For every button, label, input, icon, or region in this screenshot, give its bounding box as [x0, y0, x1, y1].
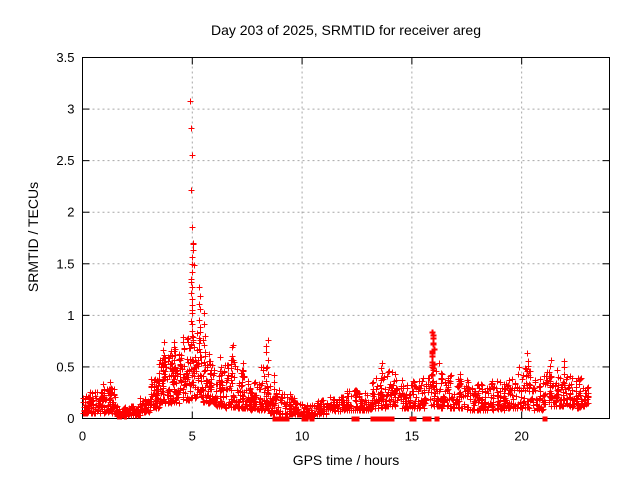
plot-border	[82, 57, 610, 419]
y-tick-label-3: 3	[67, 102, 74, 117]
y-tick-label-2: 2	[67, 205, 74, 220]
x-tick-label-10: 10	[295, 429, 309, 444]
y-tick-label-0: 0	[67, 411, 74, 426]
axis-ticks	[82, 57, 610, 419]
x-tick-label-20: 20	[514, 429, 528, 444]
chart-title: Day 203 of 2025, SRMTID for receiver are…	[210, 22, 481, 38]
y-tick-label-1: 1	[67, 308, 74, 323]
y-tick-label-1.5: 1.5	[56, 256, 74, 271]
x-axis-label: GPS time / hours	[292, 452, 400, 468]
x-tick-label-5: 5	[189, 429, 196, 444]
scatter-points-bold	[429, 329, 438, 379]
y-axis-label: SRMTID / TECUs	[25, 181, 41, 293]
y-tick-label-2.5: 2.5	[56, 153, 74, 168]
y-tick-label-0.5: 0.5	[56, 359, 74, 374]
scatter-points	[80, 98, 592, 420]
x-tick-label-0: 0	[79, 429, 86, 444]
y-tick-label-3.5: 3.5	[56, 50, 74, 65]
x-tick-label-15: 15	[405, 429, 419, 444]
zero-value-markers	[272, 416, 548, 422]
grid-lines	[82, 57, 610, 419]
